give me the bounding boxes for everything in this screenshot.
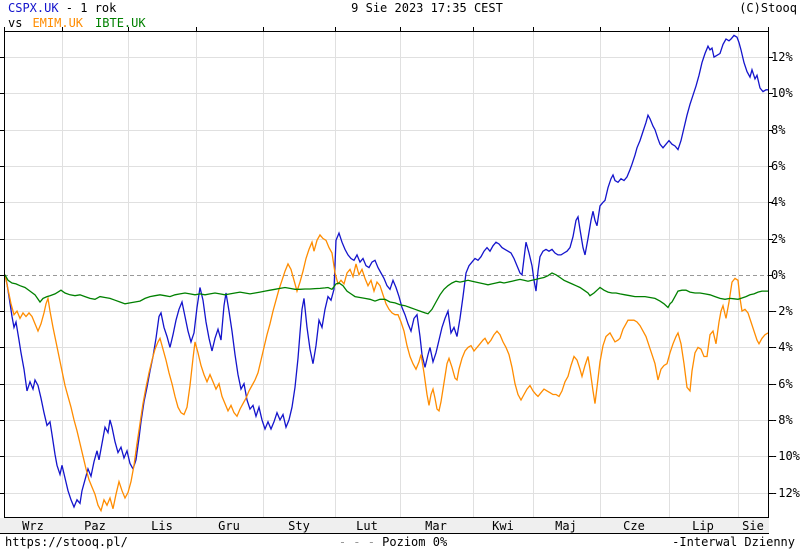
month-label-lut: Lut: [356, 519, 378, 533]
interval-legend: -Interwal Dzienny: [672, 535, 795, 550]
interval-label: Interwal Dzienny: [679, 535, 795, 549]
dashed-line-sample: - - -: [338, 535, 375, 549]
plot-frame: [4, 31, 769, 518]
y-axis-label: 8%: [771, 123, 786, 137]
compare-symbol-emim[interactable]: EMIM.UK: [32, 16, 84, 30]
y-axis-label: -4%: [771, 340, 793, 354]
y-axis-label: 12%: [771, 50, 793, 64]
month-label-wrz: Wrz: [22, 519, 44, 533]
y-axis-label: 0%: [771, 268, 786, 282]
chart-header-row1: CSPX.UK - 1 rok 9 Sie 2023 17:35 CEST (C…: [0, 1, 800, 15]
site-url-link[interactable]: https://stooq.pl/: [5, 535, 128, 549]
month-label-kwi: Kwi: [492, 519, 514, 533]
month-label-cze: Cze: [623, 519, 645, 533]
y-axis-label: 6%: [771, 159, 786, 173]
y-axis-label: -8%: [771, 413, 793, 427]
chart-footer: https://stooq.pl/ - - - Poziom 0% -Inter…: [0, 535, 800, 550]
y-axis-label: 2%: [771, 232, 786, 246]
solid-line-sample: -: [672, 535, 680, 549]
y-axis-label: 10%: [771, 86, 793, 100]
month-label-lip: Lip: [692, 519, 714, 533]
y-axis-label: -12%: [771, 486, 800, 500]
zero-level-legend: - - - Poziom 0%: [339, 535, 447, 550]
compare-symbol-ibte[interactable]: IBTE.UK: [95, 16, 146, 30]
y-axis-label: 4%: [771, 195, 786, 209]
month-label-lis: Lis: [151, 519, 173, 533]
y-axis-label: -6%: [771, 377, 793, 391]
zero-level-label: Poziom 0%: [374, 535, 448, 549]
month-label-maj: Maj: [555, 519, 577, 533]
compare-row: vs EMIM.UK IBTE.UK: [8, 16, 146, 30]
period-label: - 1 rok: [58, 1, 117, 15]
y-axis-label: -2%: [771, 304, 793, 318]
month-label-sty: Sty: [288, 519, 310, 533]
series-line-cspx-uk: [4, 34, 768, 509]
chart-title: CSPX.UK - 1 rok: [8, 1, 116, 15]
series-line-emim-uk: [4, 233, 769, 513]
month-label-mar: Mar: [425, 519, 447, 533]
y-axis-label: -10%: [771, 449, 800, 463]
timestamp-label: 9 Sie 2023 17:35 CEST: [351, 1, 503, 15]
chart-header-row2: vs EMIM.UK IBTE.UK: [0, 16, 800, 30]
month-label-paz: Paz: [84, 519, 106, 533]
month-axis: Wrz Paz Lis Gru Sty Lut Mar Kwi Maj Cze Lip Sie: [0, 518, 769, 534]
vs-label: vs: [8, 16, 23, 30]
main-symbol-label[interactable]: CSPX.UK: [8, 1, 59, 15]
series-line-ibte-uk: [4, 272, 768, 315]
month-label-sie: Sie: [742, 519, 764, 533]
month-label-gru: Gru: [218, 519, 240, 533]
copyright-label: (C)Stooq: [739, 1, 797, 15]
